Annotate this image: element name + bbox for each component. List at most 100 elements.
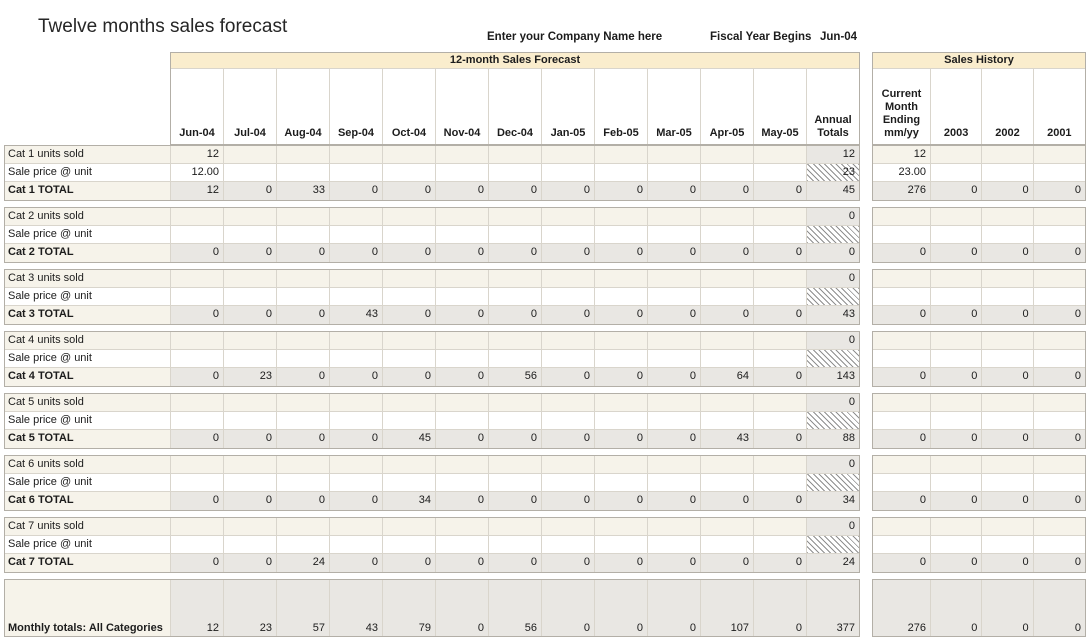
cell-sale-price[interactable]	[648, 226, 701, 244]
cell-sale-price[interactable]	[171, 536, 224, 554]
cell-sale-price[interactable]	[383, 226, 436, 244]
cell-units-sold[interactable]	[754, 270, 807, 288]
cell-category-total[interactable]: 0	[595, 182, 648, 200]
cell-category-total[interactable]: 0	[224, 554, 277, 572]
cell-history-price[interactable]: 23.00	[873, 164, 931, 182]
cell-units-sold[interactable]	[701, 332, 754, 350]
cell-units-sold[interactable]	[754, 518, 807, 536]
cell-history-units-year[interactable]	[1033, 518, 1085, 536]
cell-units-sold[interactable]	[224, 146, 277, 164]
cell-history-total[interactable]: 0	[1033, 306, 1085, 324]
cell-units-sold[interactable]	[542, 332, 595, 350]
cell-annual-total[interactable]: 88	[807, 430, 859, 448]
cell-history-units-year[interactable]	[931, 456, 983, 474]
cell-sale-price[interactable]	[330, 474, 383, 492]
cell-history-total[interactable]: 0	[1033, 492, 1085, 510]
cell-units-sold[interactable]	[648, 270, 701, 288]
cell-history-units-year[interactable]	[1033, 394, 1085, 412]
cell-history-units-year[interactable]	[982, 270, 1034, 288]
cell-units-sold[interactable]	[171, 518, 224, 536]
cell-annual-total[interactable]: 24	[807, 554, 859, 572]
cell-history-total[interactable]: 0	[873, 368, 931, 386]
cell-category-total[interactable]: 0	[330, 430, 383, 448]
cell-grand-month-total[interactable]: 0	[436, 580, 489, 636]
cell-sale-price[interactable]	[224, 536, 277, 554]
cell-units-annual[interactable]: 12	[807, 146, 859, 164]
cell-category-total[interactable]: 0	[754, 244, 807, 262]
cell-history-units-year[interactable]	[982, 332, 1034, 350]
cell-history-units-year[interactable]	[982, 456, 1034, 474]
cell-units-sold[interactable]	[383, 270, 436, 288]
cell-price-annual[interactable]	[807, 288, 859, 306]
cell-units-sold[interactable]	[701, 456, 754, 474]
cell-sale-price[interactable]	[383, 412, 436, 430]
cell-grand-month-total[interactable]: 0	[754, 580, 807, 636]
cell-sale-price[interactable]	[648, 412, 701, 430]
cell-sale-price[interactable]	[595, 412, 648, 430]
cell-category-total[interactable]: 0	[648, 430, 701, 448]
cell-units-sold[interactable]	[383, 394, 436, 412]
cell-units-sold[interactable]	[436, 332, 489, 350]
cell-sale-price[interactable]	[489, 412, 542, 430]
cell-history-price[interactable]	[873, 226, 931, 244]
cell-sale-price[interactable]	[489, 536, 542, 554]
cell-units-sold[interactable]	[754, 394, 807, 412]
cell-sale-price[interactable]	[648, 536, 701, 554]
cell-units-sold[interactable]	[595, 208, 648, 226]
cell-category-total[interactable]: 0	[330, 244, 383, 262]
cell-category-total[interactable]: 0	[542, 492, 595, 510]
cell-sale-price[interactable]	[595, 226, 648, 244]
cell-category-total[interactable]: 0	[383, 554, 436, 572]
cell-category-total[interactable]: 0	[595, 492, 648, 510]
cell-sale-price[interactable]	[648, 288, 701, 306]
cell-units-sold[interactable]	[330, 394, 383, 412]
cell-category-total[interactable]: 0	[701, 244, 754, 262]
cell-units-sold[interactable]	[171, 394, 224, 412]
cell-category-total[interactable]: 0	[489, 244, 542, 262]
cell-history-units[interactable]	[873, 456, 931, 474]
cell-sale-price[interactable]	[224, 164, 277, 182]
cell-units-sold[interactable]	[489, 456, 542, 474]
cell-sale-price[interactable]	[701, 536, 754, 554]
cell-history-units[interactable]	[873, 518, 931, 536]
cell-category-total[interactable]: 0	[436, 554, 489, 572]
cell-category-total[interactable]: 0	[436, 368, 489, 386]
cell-history-total[interactable]: 0	[982, 368, 1034, 386]
cell-category-total[interactable]: 0	[224, 244, 277, 262]
cell-sale-price[interactable]	[171, 350, 224, 368]
cell-category-total[interactable]: 45	[383, 430, 436, 448]
cell-category-total[interactable]: 0	[754, 182, 807, 200]
cell-history-total[interactable]: 0	[931, 182, 983, 200]
cell-history-total[interactable]: 0	[1033, 182, 1085, 200]
cell-units-sold[interactable]	[277, 270, 330, 288]
cell-units-sold[interactable]	[595, 394, 648, 412]
cell-sale-price[interactable]	[330, 412, 383, 430]
cell-sale-price[interactable]	[489, 350, 542, 368]
cell-units-sold[interactable]	[277, 456, 330, 474]
cell-sale-price[interactable]	[701, 350, 754, 368]
cell-category-total[interactable]: 33	[277, 182, 330, 200]
cell-grand-month-total[interactable]: 0	[595, 580, 648, 636]
cell-category-total[interactable]: 0	[383, 368, 436, 386]
cell-category-total[interactable]: 0	[595, 368, 648, 386]
cell-category-total[interactable]: 0	[701, 182, 754, 200]
cell-history-price-year[interactable]	[931, 412, 983, 430]
cell-history-price[interactable]	[873, 474, 931, 492]
cell-category-total[interactable]: 0	[277, 244, 330, 262]
cell-history-total[interactable]: 0	[982, 306, 1034, 324]
cell-sale-price[interactable]	[701, 412, 754, 430]
cell-history-price[interactable]	[873, 350, 931, 368]
cell-sale-price[interactable]	[489, 164, 542, 182]
cell-history-units-year[interactable]	[931, 270, 983, 288]
cell-units-annual[interactable]: 0	[807, 518, 859, 536]
cell-units-sold[interactable]	[542, 270, 595, 288]
cell-history-total[interactable]: 0	[873, 430, 931, 448]
cell-category-total[interactable]: 0	[171, 430, 224, 448]
cell-grand-month-total[interactable]: 79	[383, 580, 436, 636]
cell-category-total[interactable]: 24	[277, 554, 330, 572]
cell-history-total[interactable]: 0	[873, 492, 931, 510]
cell-units-sold[interactable]	[648, 208, 701, 226]
cell-history-units[interactable]	[873, 394, 931, 412]
cell-sale-price[interactable]	[224, 412, 277, 430]
cell-history-total[interactable]: 0	[982, 182, 1034, 200]
